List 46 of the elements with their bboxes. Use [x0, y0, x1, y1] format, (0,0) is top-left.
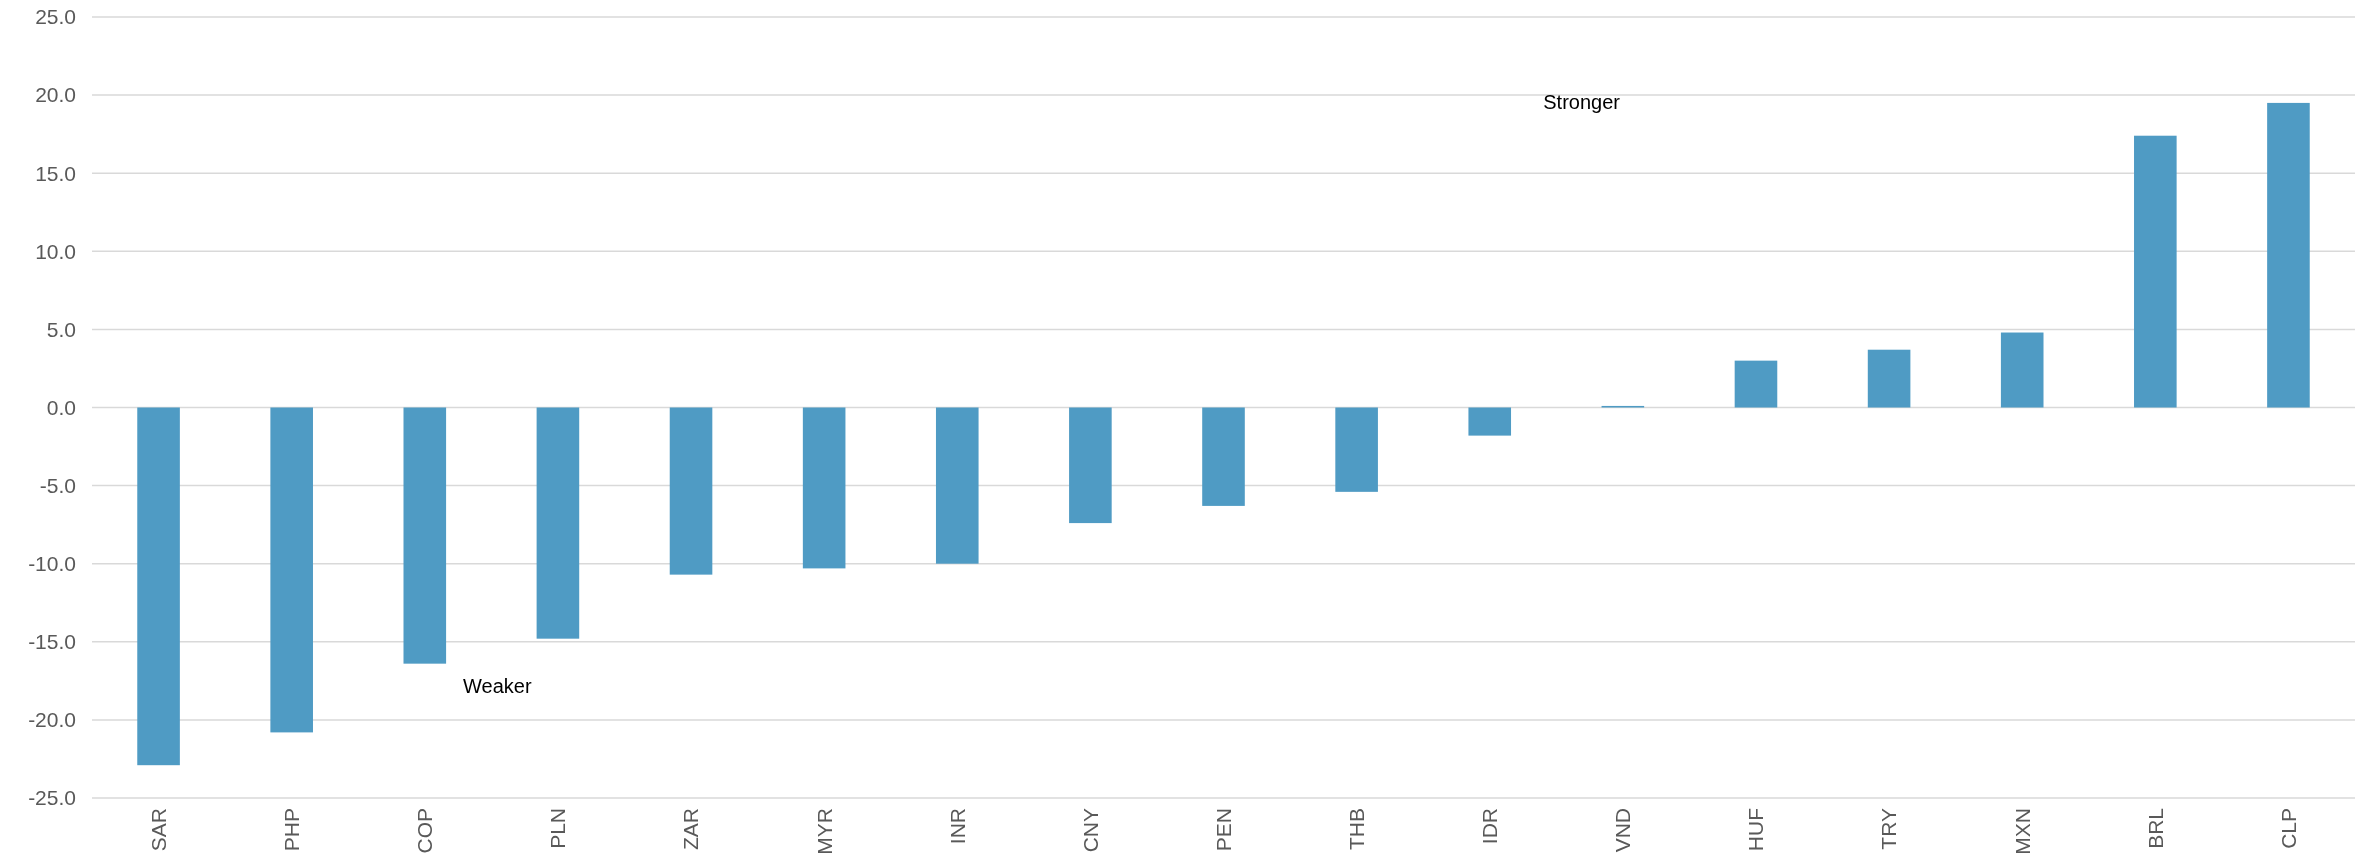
x-tick-label: CNY: [1078, 808, 1102, 853]
y-tick-label: 15.0: [35, 161, 76, 185]
bar: [1468, 407, 1512, 436]
bar: [1202, 407, 1245, 506]
x-tick-label: TRY: [1877, 808, 1901, 850]
bar: [2134, 135, 2177, 408]
bar: [2267, 102, 2310, 408]
x-tick-label: INR: [945, 808, 969, 845]
y-tick-label: -15.0: [28, 630, 76, 654]
x-tick-label: BRL: [2143, 808, 2167, 849]
bar: [669, 407, 713, 575]
y-tick-label: 0.0: [46, 395, 76, 419]
x-tick-label: ZAR: [679, 808, 703, 850]
x-tick-label: SAR: [146, 808, 170, 852]
bar: [137, 407, 180, 766]
annotation: Weaker: [463, 675, 532, 697]
bar: [1335, 407, 1378, 492]
y-tick-label: -10.0: [28, 552, 76, 576]
bar: [403, 407, 447, 664]
y-tick-label: 25.0: [35, 5, 76, 29]
annotation: Stronger: [1543, 91, 1621, 113]
bar: [935, 407, 979, 564]
bar: [536, 407, 580, 639]
x-tick-label: THB: [1344, 808, 1368, 850]
y-tick-label: 10.0: [35, 239, 76, 263]
bar: [1867, 349, 1911, 408]
y-tick-label: 20.0: [35, 83, 76, 107]
x-tick-label: HUF: [1744, 808, 1768, 852]
x-tick-label: PHP: [280, 808, 304, 852]
x-tick-label: VND: [1611, 808, 1635, 853]
bar: [270, 407, 313, 733]
bar: [1069, 407, 1112, 524]
x-tick-label: MYR: [812, 808, 836, 855]
bar: [1734, 360, 1778, 408]
x-tick-label: IDR: [1478, 808, 1502, 845]
x-tick-label: CLP: [2276, 808, 2300, 849]
y-tick-label: -20.0: [28, 708, 76, 732]
x-tick-label: PLN: [546, 808, 570, 849]
bar: [2000, 332, 2044, 408]
bar: [802, 407, 846, 569]
x-tick-label: MXN: [2010, 808, 2034, 855]
x-tick-label: PEN: [1211, 808, 1235, 852]
x-tick-label: COP: [413, 808, 437, 854]
y-tick-label: -5.0: [39, 473, 76, 497]
y-tick-label: 5.0: [46, 317, 76, 341]
y-tick-label: -25.0: [28, 786, 76, 810]
